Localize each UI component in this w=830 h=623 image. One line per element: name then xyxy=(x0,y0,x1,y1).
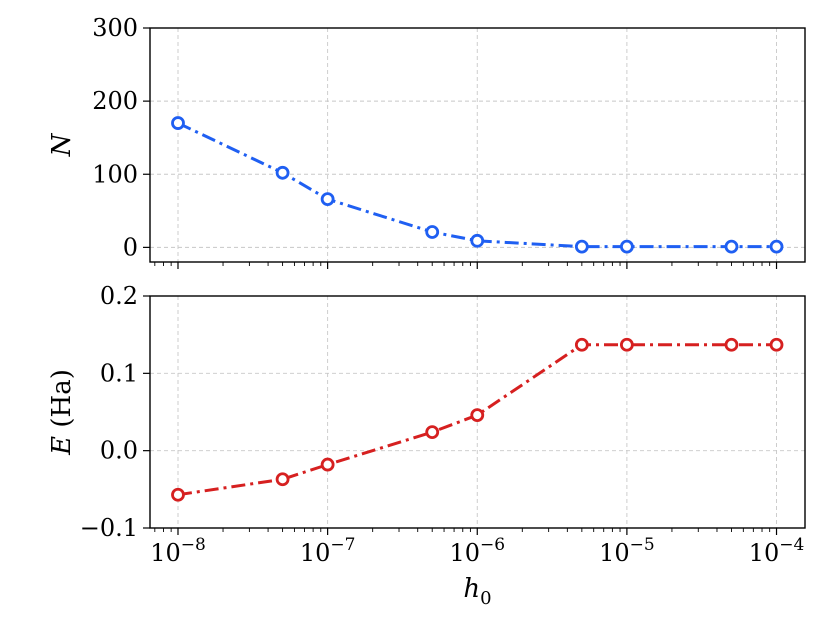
x-tick-label-exponent: −5 xyxy=(630,535,655,555)
x-axis-label-subscript: 0 xyxy=(480,588,491,609)
data-point xyxy=(425,225,440,239)
y-tick-label: 300 xyxy=(92,14,138,42)
panel-n-vs-h0: 0 100 200 300 N xyxy=(47,14,806,269)
x-axis-label-variable: h xyxy=(463,574,480,604)
y-tick-label: 0.2 xyxy=(100,282,138,310)
x-tick-label: 10−8 xyxy=(150,535,206,567)
data-point xyxy=(769,239,784,254)
x-tick-label: 10−4 xyxy=(749,535,805,567)
y-tick-label: 100 xyxy=(92,160,138,188)
data-point xyxy=(470,408,485,422)
data-point xyxy=(574,239,589,254)
y-axis-label: N xyxy=(47,132,77,157)
series-line xyxy=(177,121,777,249)
data-point xyxy=(171,487,185,502)
x-tick-label: 10−5 xyxy=(599,535,655,567)
x-tick-label-base: 10 xyxy=(300,539,331,567)
data-point xyxy=(275,472,290,487)
y-axis-label-variable: N xyxy=(47,132,77,157)
panel-energy-vs-h0: −0.10.00.10.2E (Ha)10−8 10−7 10−6 10−5 10−4h… xyxy=(47,282,806,609)
y-axis-label-unit: (Ha) xyxy=(47,369,77,436)
data-point xyxy=(769,337,784,352)
y-tick-label: 0 xyxy=(123,233,138,261)
x-tick-label-base: 10 xyxy=(599,539,630,567)
data-point xyxy=(619,239,634,254)
data-point xyxy=(724,239,739,254)
data-point xyxy=(425,425,440,440)
y-axis-label: E (Ha) xyxy=(47,369,77,456)
data-point xyxy=(171,116,185,130)
x-tick-label-exponent: −6 xyxy=(480,535,505,555)
data-point xyxy=(320,192,335,207)
data-point xyxy=(619,337,634,352)
y-axis-label-variable: E xyxy=(47,436,77,456)
x-tick-label-exponent: −4 xyxy=(779,535,804,555)
data-point xyxy=(574,337,589,352)
y-tick-label: 0.0 xyxy=(100,437,138,465)
y-tick-label: 200 xyxy=(92,87,138,115)
y-tick-label: 0.1 xyxy=(100,359,138,387)
x-tick-label-exponent: −8 xyxy=(181,535,206,555)
data-point xyxy=(470,233,485,248)
x-tick-label-base: 10 xyxy=(449,539,480,567)
x-tick-label: 10−6 xyxy=(449,535,505,567)
x-axis-label: h0 xyxy=(463,574,491,609)
x-tick-label-base: 10 xyxy=(749,539,780,567)
data-point xyxy=(275,165,290,180)
x-tick-label-base: 10 xyxy=(150,539,181,567)
x-tick-label: 10−7 xyxy=(300,535,356,567)
data-point xyxy=(320,457,335,472)
y-tick-label: −0.1 xyxy=(80,514,138,542)
x-tick-label-exponent: −7 xyxy=(330,535,355,555)
data-point xyxy=(724,337,739,352)
